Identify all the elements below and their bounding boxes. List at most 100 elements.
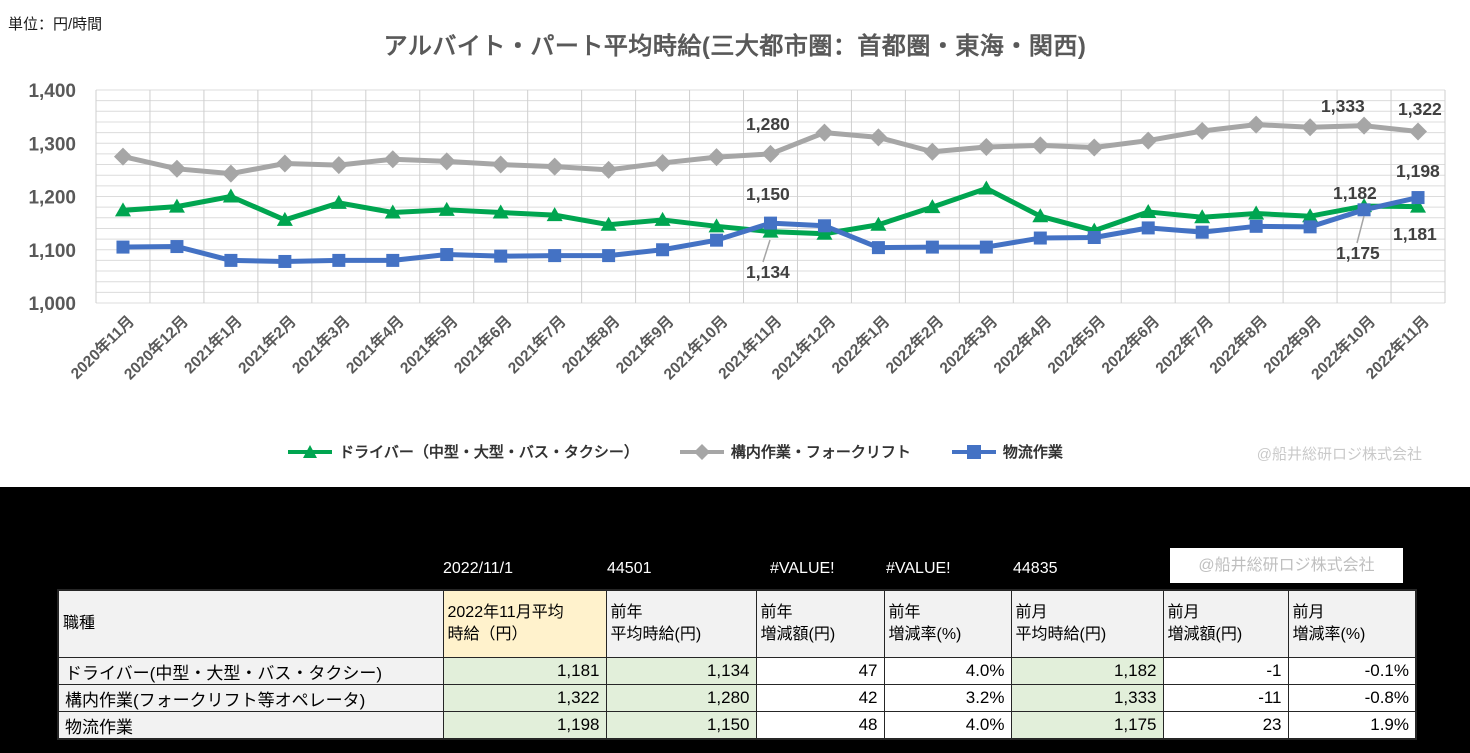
unit-label: 単位：円/時間 xyxy=(8,16,103,33)
x-tick-label: 2022年7月 xyxy=(1151,311,1217,377)
x-tick-label: 2022年4月 xyxy=(989,311,1055,377)
marker-diamond xyxy=(545,157,564,176)
marker-diamond xyxy=(869,128,888,147)
legend-label-driver: ドライバー（中型・大型・バス・タクシー） xyxy=(339,444,639,461)
x-tick-label: 2022年8月 xyxy=(1205,311,1271,377)
x-tick-label: 2021年8月 xyxy=(558,311,624,377)
marker-square xyxy=(764,216,777,230)
x-tick-label: 2022年5月 xyxy=(1043,311,1109,377)
value-cell: -1 xyxy=(1162,657,1289,685)
data-label: 1,175 xyxy=(1336,243,1380,263)
column-header-2: 前年 平均時給(円) xyxy=(605,589,757,658)
marker-diamond xyxy=(815,123,834,142)
marker-square xyxy=(1141,221,1155,235)
column-header-1: 2022年11月平均 時給（円） xyxy=(442,589,607,658)
marker-diamond xyxy=(653,153,672,172)
marker-square xyxy=(494,249,508,263)
marker-square xyxy=(602,249,616,263)
x-tick-label: 2021年2月 xyxy=(234,311,300,377)
marker-square xyxy=(440,248,454,262)
marker-diamond xyxy=(1139,131,1158,150)
marker-square xyxy=(925,240,939,254)
marker-triangle xyxy=(1248,205,1265,220)
value-cell: 4.0% xyxy=(883,657,1012,685)
column-header-3: 前年 増減額(円) xyxy=(755,589,885,658)
value-cell: 1,150 xyxy=(605,711,757,740)
table-row-1: 構内作業(フォークリフト等オペレータ) 1,322 1,280 42 3.2% 1,333… xyxy=(57,684,1417,712)
marker-triangle xyxy=(600,216,617,231)
marker-square xyxy=(1033,231,1047,245)
marker-square xyxy=(116,240,130,254)
marker-diamond xyxy=(707,148,726,167)
x-tick-label: 2021年3月 xyxy=(288,311,354,377)
marker-triangle xyxy=(330,194,347,209)
marker-triangle xyxy=(168,198,185,213)
annotations: 1,280 1,150 1,134 1,333 1,322 1,198 1,182 1,175… xyxy=(746,96,1442,282)
marker-square xyxy=(1195,225,1209,239)
value-cell: 3.2% xyxy=(883,684,1012,712)
x-tick-label: 2022年3月 xyxy=(935,311,1001,377)
marker-triangle xyxy=(1194,209,1211,224)
annotation-leader-line xyxy=(1356,215,1365,244)
marker-square xyxy=(979,240,993,254)
column-header-5: 前月 平均時給(円) xyxy=(1010,589,1164,658)
line-chart: 1,000 1,100 1,200 1,300 1,400 2020年11月 2020年12… xyxy=(28,81,1446,383)
value-cell: 1,175 xyxy=(1010,711,1164,740)
wage-summary-table: 職種 2022年11月平均 時給（円） 前年 平均時給(円) 前年 増減額(円) 前年 増減率(… xyxy=(57,589,1417,740)
series-1 xyxy=(114,180,1427,240)
y-tick-label: 1,400 xyxy=(28,81,76,102)
marker-square xyxy=(1249,219,1263,233)
column-header-4: 前年 増減率(%) xyxy=(883,589,1012,658)
marker-triangle xyxy=(276,211,293,226)
legend-marker-driver-triangle-icon xyxy=(288,444,333,458)
marker-triangle xyxy=(1410,198,1427,213)
marker-diamond xyxy=(1247,115,1266,134)
marker-triangle xyxy=(222,188,239,203)
marker-square xyxy=(1411,191,1425,205)
y-tick-label: 1,200 xyxy=(28,188,76,209)
marker-square xyxy=(1087,231,1101,245)
marker-square xyxy=(817,219,831,233)
x-tick-label: 2021年6月 xyxy=(450,311,516,377)
formula-label-2: #VALUE! xyxy=(770,560,835,577)
column-header-6: 前月 増減額(円) xyxy=(1162,589,1289,658)
band-watermark: @船井総研ロジ株式会社 xyxy=(1170,548,1403,583)
marker-diamond xyxy=(923,142,942,161)
value-cell: 23 xyxy=(1162,711,1289,740)
marker-square xyxy=(710,233,724,247)
marker-diamond xyxy=(1409,122,1428,141)
formula-label-0: 2022/11/1 xyxy=(443,560,513,577)
y-axis-labels: 1,000 1,100 1,200 1,300 1,400 xyxy=(28,81,76,315)
y-tick-label: 1,300 xyxy=(28,134,76,155)
marker-square xyxy=(871,241,885,255)
x-axis-labels: 2020年11月2020年12月2021年1月2021年2月2021年3月202… xyxy=(66,311,1432,383)
marker-square xyxy=(548,249,562,263)
marker-square xyxy=(170,240,184,254)
formula-label-4: 44835 xyxy=(1013,560,1058,577)
job-type-cell: 構内作業(フォークリフト等オペレータ) xyxy=(57,684,444,712)
marker-triangle xyxy=(438,201,455,216)
chart-title: アルバイト・パート平均時給(三大都市圏：首都圏・東海・関西) xyxy=(383,33,1087,60)
marker-square xyxy=(1357,203,1371,217)
legend-marker-logistics-square-icon xyxy=(951,444,996,459)
column-header-0: 職種 xyxy=(57,589,444,658)
value-cell: -11 xyxy=(1162,684,1289,712)
data-label: 1,150 xyxy=(746,184,790,204)
value-cell: 1,333 xyxy=(1010,684,1164,712)
series-0 xyxy=(113,115,1428,183)
data-label: 1,280 xyxy=(746,114,790,134)
data-label: 1,333 xyxy=(1321,96,1365,116)
marker-diamond xyxy=(491,155,510,174)
value-cell: 1,134 xyxy=(605,657,757,685)
value-cell: -0.1% xyxy=(1287,657,1417,685)
marker-diamond xyxy=(1355,116,1374,135)
marker-square xyxy=(224,253,238,267)
legend-item-driver: ドライバー（中型・大型・バス・タクシー） xyxy=(287,441,639,462)
marker-diamond xyxy=(1085,138,1104,157)
value-cell: 1,322 xyxy=(442,684,607,712)
marker-diamond xyxy=(329,156,348,175)
x-tick-label: 2021年4月 xyxy=(342,311,408,377)
marker-diamond xyxy=(167,159,186,178)
column-header-7: 前月 増減率(%) xyxy=(1287,589,1417,658)
data-label: 1,134 xyxy=(746,262,790,282)
